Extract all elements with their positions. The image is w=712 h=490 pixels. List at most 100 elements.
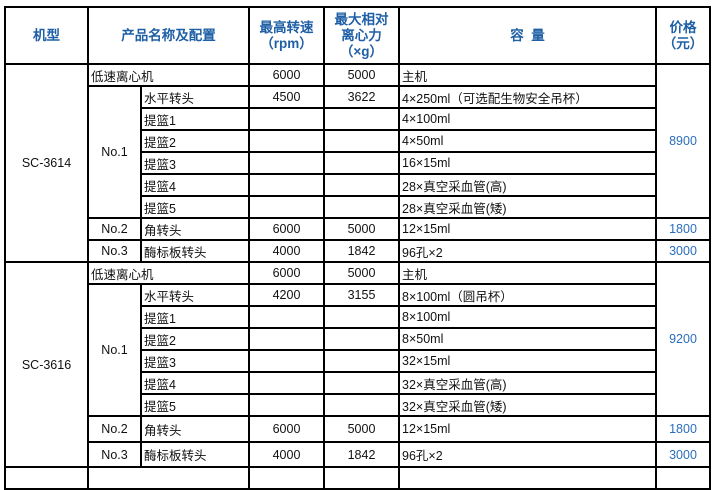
price-cell: 3000 xyxy=(655,239,711,263)
rotor-number: No.3 xyxy=(87,441,142,468)
item-name: 提篮1 xyxy=(140,305,250,329)
item-name: 提篮4 xyxy=(140,371,250,395)
rcf-cell: 1842 xyxy=(323,441,400,468)
table-row: No.2 角转头 6000 5000 12×15ml 1800 xyxy=(5,415,711,443)
host-name: 低速离心机 xyxy=(87,63,250,87)
price-cell: 8900 xyxy=(655,63,711,219)
header-rcf: 最大相对 离心力 （×g） xyxy=(323,6,400,65)
table-row: No.3 酶标板转头 4000 1842 96孔×2 3000 xyxy=(5,239,711,263)
rcf-cell: 1842 xyxy=(323,239,400,263)
price-cell: 9200 xyxy=(655,261,711,417)
rotor-number: No.1 xyxy=(87,283,142,417)
item-name: 提篮3 xyxy=(140,151,250,175)
item-name: 提篮3 xyxy=(140,349,250,373)
table-row: 提篮4 28×真空采血管(高) xyxy=(5,173,710,197)
capacity-cell: 28×真空采血管(高) xyxy=(398,173,657,197)
speed-cell xyxy=(248,393,325,417)
capacity-cell: 8×50ml xyxy=(398,327,657,351)
item-name: 提篮1 xyxy=(140,107,250,131)
speed-cell xyxy=(248,107,325,131)
table-row: 提篮1 4×100ml xyxy=(5,107,710,131)
table-row: 提篮4 32×真空采血管(高) xyxy=(5,371,710,395)
header-product: 产品名称及配置 xyxy=(87,6,250,65)
capacity-cell: 主机 xyxy=(398,261,657,285)
table-row: 提篮3 16×15ml xyxy=(5,151,710,175)
capacity-cell: 32×真空采血管(高) xyxy=(398,371,657,395)
item-name: 酶标板转头 xyxy=(140,239,250,263)
empty-cell xyxy=(655,466,711,490)
price-cell: 1800 xyxy=(655,217,711,241)
table-row: 提篮2 4×50ml xyxy=(5,129,710,153)
empty-cell xyxy=(323,466,400,490)
header-capacity: 容 量 xyxy=(398,6,657,65)
table-row: No.1 水平转头 4200 3155 8×100ml（圆吊杯） xyxy=(5,283,710,417)
capacity-cell: 96孔×2 xyxy=(398,441,657,468)
speed-cell: 6000 xyxy=(248,217,325,241)
table-row: No.2 角转头 6000 5000 12×15ml 1800 xyxy=(5,217,711,241)
rcf-cell xyxy=(323,327,400,351)
capacity-cell: 8×100ml xyxy=(398,305,657,329)
rcf-cell xyxy=(323,151,400,175)
speed-cell: 6000 xyxy=(248,261,325,285)
item-name: 提篮2 xyxy=(140,129,250,153)
item-name: 提篮5 xyxy=(140,195,250,219)
speed-cell xyxy=(248,327,325,351)
capacity-cell: 32×15ml xyxy=(398,349,657,373)
item-name: 水平转头 xyxy=(140,283,250,307)
capacity-cell: 32×真空采血管(矮) xyxy=(398,393,657,417)
rotor-number: No.3 xyxy=(87,239,142,263)
table-row: 提篮2 8×50ml xyxy=(5,327,710,351)
host-name: 低速离心机 xyxy=(87,261,250,285)
rotor-number: No.2 xyxy=(87,217,142,241)
capacity-cell: 8×100ml（圆吊杯） xyxy=(398,283,657,307)
rcf-cell: 3155 xyxy=(323,283,400,307)
item-name: 提篮4 xyxy=(140,173,250,197)
speed-cell: 4500 xyxy=(248,85,325,109)
rcf-cell: 5000 xyxy=(323,217,400,241)
speed-cell: 4000 xyxy=(248,239,325,263)
table-row: No.3 酶标板转头 4000 1842 96孔×2 3000 xyxy=(5,441,711,468)
rcf-cell xyxy=(323,371,400,395)
table-row: 提篮3 32×15ml xyxy=(5,349,710,373)
rcf-cell xyxy=(323,129,400,153)
rcf-cell: 3622 xyxy=(323,85,400,109)
capacity-cell: 28×真空采血管(矮) xyxy=(398,195,657,219)
product-price-table: 机型 产品名称及配置 最高转速 （rpm） 最大相对 离心力 （×g） 容 量 … xyxy=(4,6,711,490)
rcf-cell: 5000 xyxy=(323,261,400,285)
item-name: 酶标板转头 xyxy=(140,441,250,468)
rcf-cell xyxy=(323,173,400,197)
table-row: SC-3614 低速离心机 6000 5000 主机 8900 xyxy=(4,63,711,263)
speed-cell: 6000 xyxy=(248,63,325,87)
table-row: 提篮5 32×真空采血管(矮) xyxy=(5,393,710,417)
rcf-cell xyxy=(323,195,400,219)
table-row: SC-3616 低速离心机 6000 5000 主机 9200 xyxy=(4,261,711,468)
speed-cell: 4200 xyxy=(248,283,325,307)
item-name: 角转头 xyxy=(140,217,250,241)
capacity-cell: 16×15ml xyxy=(398,151,657,175)
capacity-cell: 12×15ml xyxy=(398,217,657,241)
model-cell: SC-3616 xyxy=(4,261,89,468)
item-name: 水平转头 xyxy=(140,85,250,109)
header-speed: 最高转速 （rpm） xyxy=(248,6,325,65)
header-model: 机型 xyxy=(4,6,89,65)
speed-cell: 6000 xyxy=(248,415,325,443)
rotor-number: No.1 xyxy=(87,85,142,219)
table-row: No.1 水平转头 4500 3622 4×250ml（可选配生物安全吊杯） xyxy=(5,85,710,219)
model-cell: SC-3614 xyxy=(4,63,89,263)
rcf-cell: 5000 xyxy=(323,415,400,443)
price-cell: 3000 xyxy=(655,441,711,468)
header-price: 价格 （元） xyxy=(655,6,711,65)
item-name: 角转头 xyxy=(140,415,250,443)
capacity-cell: 4×50ml xyxy=(398,129,657,153)
capacity-cell: 12×15ml xyxy=(398,415,657,443)
speed-cell xyxy=(248,151,325,175)
item-name: 提篮2 xyxy=(140,327,250,351)
empty-cell xyxy=(4,466,89,490)
header-row: 机型 产品名称及配置 最高转速 （rpm） 最大相对 离心力 （×g） 容 量 … xyxy=(4,6,711,65)
rcf-cell: 5000 xyxy=(323,63,400,87)
table-row: 提篮5 28×真空采血管(矮) xyxy=(5,195,710,219)
capacity-cell: 4×250ml（可选配生物安全吊杯） xyxy=(398,85,657,109)
rcf-cell xyxy=(323,107,400,131)
speed-cell xyxy=(248,305,325,329)
speed-cell xyxy=(248,371,325,395)
